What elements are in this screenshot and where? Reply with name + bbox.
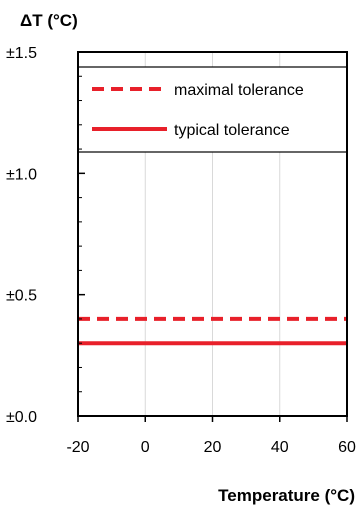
y-tick-label-2: ±1.0 <box>6 166 37 183</box>
legend: maximal tolerance typical tolerance <box>77 66 348 153</box>
x-tick-label-2: 20 <box>204 439 222 456</box>
legend-label-0: maximal tolerance <box>174 82 304 99</box>
x-tick-label-0: -20 <box>66 439 89 456</box>
x-axis-title: Temperature (°C) <box>218 486 355 505</box>
y-tick-label-1: ±0.5 <box>6 288 37 305</box>
axis-ticks: ±0.0 ±0.5 ±1.0 ±1.5 -20 0 20 40 60 <box>6 45 356 456</box>
x-tick-label-1: 0 <box>141 439 150 456</box>
x-tick-label-4: 60 <box>338 439 356 456</box>
legend-box <box>77 66 348 153</box>
series-layer <box>78 316 347 346</box>
x-tick-label-3: 40 <box>271 439 289 456</box>
legend-label-1: typical tolerance <box>174 122 290 139</box>
y-tick-label-3: ±1.5 <box>6 45 37 62</box>
y-tick-label-0: ±0.0 <box>6 409 37 426</box>
y-axis-title: ΔT (°C) <box>20 11 78 30</box>
